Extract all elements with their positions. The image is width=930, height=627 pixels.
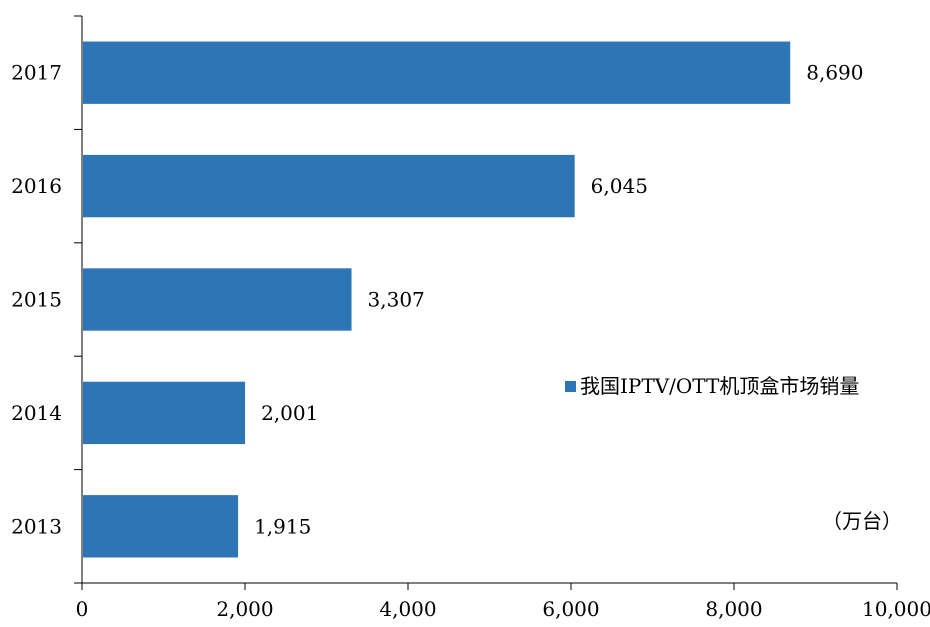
x-tick-label: 4,000 [379, 597, 436, 621]
legend: 我国IPTV/OTT机顶盒市场销量 [565, 372, 895, 400]
x-tick-label: 10,000 [862, 597, 930, 621]
unit-label: （万台） [822, 509, 902, 533]
x-tick-label: 0 [76, 597, 89, 621]
legend-label: 我国IPTV/OTT机顶盒市场销量 [580, 374, 860, 398]
category-label-2015: 2015 [11, 288, 62, 312]
legend-swatch-icon [565, 381, 576, 392]
bar-2014 [83, 381, 246, 445]
data-label-2015: 3,307 [368, 288, 425, 312]
axis-layer [74, 15, 898, 590]
x-tick-label: 6,000 [542, 597, 599, 621]
bar-2013 [83, 495, 239, 558]
labels-layer: 1,915 2013 2,001 2014 3,307 2015 6,045 2016 8,69… [11, 61, 930, 621]
category-label-2014: 2014 [11, 401, 62, 425]
x-tick-label: 8,000 [705, 597, 762, 621]
bars-layer [83, 41, 791, 558]
data-label-2014: 2,001 [261, 401, 318, 425]
bar-2016 [83, 154, 575, 218]
x-tick-label: 2,000 [216, 597, 273, 621]
category-label-2016: 2016 [11, 174, 62, 198]
category-label-2013: 2013 [11, 514, 62, 538]
data-label-2016: 6,045 [591, 174, 648, 198]
bar-2017 [83, 41, 791, 104]
category-label-2017: 2017 [11, 61, 62, 85]
bar-2015 [83, 268, 352, 331]
data-label-2013: 1,915 [254, 514, 311, 538]
data-label-2017: 8,690 [806, 61, 863, 85]
